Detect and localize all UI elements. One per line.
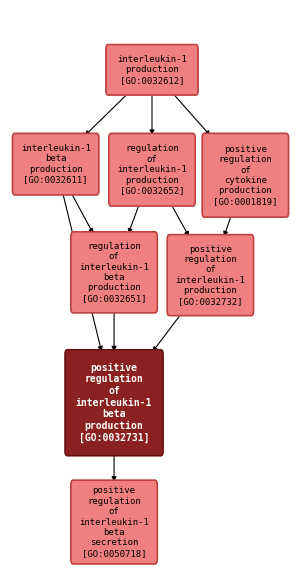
FancyBboxPatch shape [167, 235, 254, 316]
Text: interleukin-1
beta
production
[GO:0032611]: interleukin-1 beta production [GO:003261… [21, 144, 91, 184]
FancyBboxPatch shape [109, 134, 195, 206]
Text: positive
regulation
of
interleukin-1
beta
secretion
[GO:0050718]: positive regulation of interleukin-1 bet… [79, 486, 149, 558]
FancyBboxPatch shape [65, 350, 163, 455]
FancyBboxPatch shape [202, 134, 288, 217]
FancyBboxPatch shape [106, 45, 198, 95]
FancyBboxPatch shape [12, 134, 99, 195]
Text: positive
regulation
of
interleukin-1
beta
production
[GO:0032731]: positive regulation of interleukin-1 bet… [76, 363, 152, 443]
FancyBboxPatch shape [71, 480, 157, 564]
Text: interleukin-1
production
[GO:0032612]: interleukin-1 production [GO:0032612] [117, 55, 187, 85]
FancyBboxPatch shape [71, 232, 157, 313]
Text: positive
regulation
of
cytokine
production
[GO:0001819]: positive regulation of cytokine producti… [213, 144, 278, 206]
Text: positive
regulation
of
interleukin-1
production
[GO:0032732]: positive regulation of interleukin-1 pro… [175, 244, 245, 306]
Text: regulation
of
interleukin-1
production
[GO:0032652]: regulation of interleukin-1 production [… [117, 144, 187, 195]
Text: regulation
of
interleukin-1
beta
production
[GO:0032651]: regulation of interleukin-1 beta product… [79, 242, 149, 303]
